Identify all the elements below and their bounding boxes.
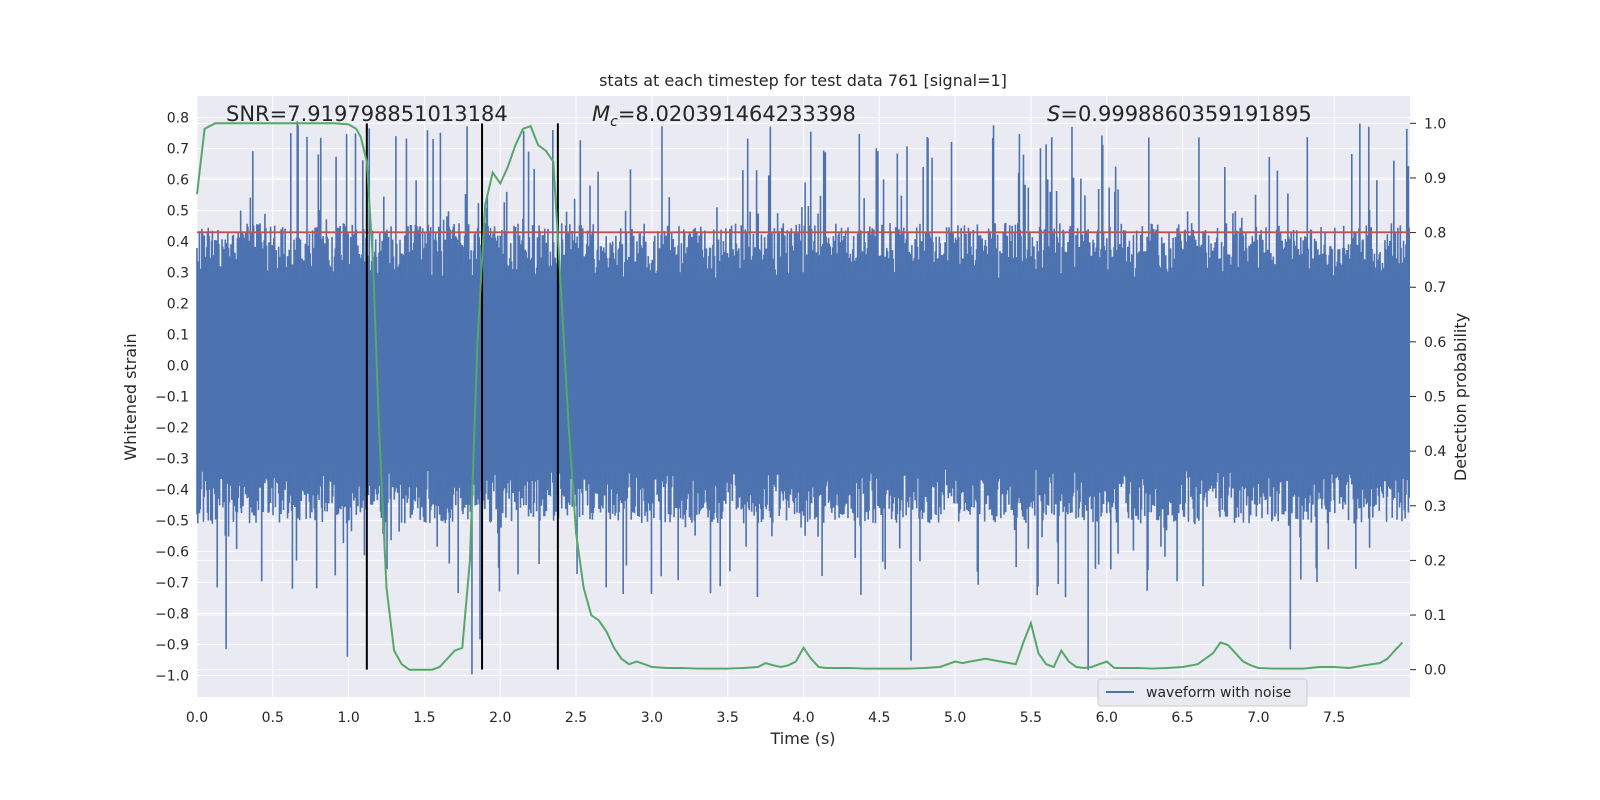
y-left-tick-label: −1.0 [155, 668, 189, 684]
y-right-tick-label: 0.0 [1424, 663, 1446, 679]
x-tick-label: 0.0 [186, 710, 208, 726]
y-left-tick-label: −0.4 [155, 482, 189, 498]
legend: waveform with noise [1097, 678, 1308, 707]
y-left-tick-label: 0.4 [167, 235, 189, 251]
waveform-series [196, 121, 1410, 675]
score-value: =0.9998860359191895 [1060, 102, 1311, 126]
y-left-tick-label: 0.7 [167, 142, 189, 158]
y-left-tick-label: −0.1 [155, 390, 189, 406]
y-right-tick-label: 0.5 [1424, 390, 1446, 406]
x-tick-label: 6.5 [1171, 710, 1193, 726]
event-markers [365, 123, 559, 670]
y-left-tick-label: −0.3 [155, 451, 189, 467]
y-right-tick-label: 0.4 [1424, 444, 1446, 460]
y-left-tick-label: −0.7 [155, 575, 189, 591]
y-right-tick-label: 0.1 [1424, 608, 1446, 624]
chirp-mass-subscript: c [610, 114, 618, 130]
y-left-tick-label: 0.8 [167, 111, 189, 127]
x-tick-label: 5.5 [1020, 710, 1042, 726]
x-tick-label: 5.0 [944, 710, 966, 726]
x-tick-label: 7.0 [1247, 710, 1269, 726]
x-tick-label: 7.5 [1323, 710, 1345, 726]
y-right-tick-label: 0.2 [1424, 553, 1446, 569]
y-right-axis-ticks: 1.0 0.9 0.8 0.7 0.6 0.5 0.4 0.3 0.2 0.1 0.0 [1410, 116, 1446, 679]
y-left-tick-label: −0.2 [155, 420, 189, 436]
y-left-tick-label: −0.8 [155, 606, 189, 622]
y-left-tick-label: 0.0 [167, 359, 189, 375]
legend-box [1097, 678, 1308, 707]
x-axis-label: Time (s) [769, 729, 835, 748]
y-right-axis-label: Detection probability [1451, 313, 1470, 481]
chirp-mass-annotation: Mc=8.020391464233398 [592, 102, 856, 130]
y-left-tick-label: 0.6 [167, 173, 189, 189]
chirp-mass-symbol: M [592, 102, 610, 126]
y-right-tick-label: 0.9 [1424, 171, 1446, 187]
detection-probability-line [196, 122, 1404, 671]
snr-annotation: SNR=7.919798851013184 [226, 102, 508, 126]
x-tick-label: 3.0 [641, 710, 663, 726]
y-left-tick-label: 0.1 [167, 328, 189, 344]
x-tick-label: 1.0 [337, 710, 359, 726]
x-tick-label: 2.5 [565, 710, 587, 726]
y-left-axis-label: Whitened strain [121, 333, 140, 460]
y-right-tick-label: 0.8 [1424, 226, 1446, 242]
detection-probability-series [196, 122, 1404, 671]
chart-title: stats at each timestep for test data 761… [599, 71, 1007, 90]
y-left-tick-label: 0.5 [167, 204, 189, 220]
x-tick-label: 0.5 [262, 710, 284, 726]
score-symbol: S [1047, 102, 1060, 126]
score-annotation: S=0.9998860359191895 [1047, 102, 1312, 126]
y-right-tick-label: 0.6 [1424, 335, 1446, 351]
x-tick-label: 4.5 [868, 710, 890, 726]
y-left-tick-label: −0.6 [155, 544, 189, 560]
y-right-tick-label: 0.7 [1424, 280, 1446, 296]
legend-label-waveform: waveform with noise [1146, 685, 1291, 701]
x-tick-label: 2.0 [489, 710, 511, 726]
waveform-trace [196, 121, 1410, 675]
x-axis-ticks: 0.0 0.5 1.0 1.5 2.0 2.5 3.0 3.5 4.0 4.5 5.0 5.5 6.0 6… [186, 710, 1345, 726]
x-tick-label: 1.5 [413, 710, 435, 726]
y-left-tick-label: 0.2 [167, 297, 189, 313]
y-left-axis-ticks: 0.8 0.7 0.6 0.5 0.4 0.3 0.2 0.1 0.0 −0.1 −0.2 −0.3 −… [155, 111, 189, 685]
y-right-tick-label: 0.3 [1424, 499, 1446, 515]
x-tick-label: 3.5 [717, 710, 739, 726]
y-left-tick-label: −0.5 [155, 513, 189, 529]
y-left-tick-label: −0.9 [155, 637, 189, 653]
chirp-mass-value: =8.020391464233398 [618, 102, 856, 126]
x-tick-label: 4.0 [792, 710, 814, 726]
y-right-tick-label: 1.0 [1424, 116, 1446, 132]
y-left-tick-label: 0.3 [167, 266, 189, 282]
x-tick-label: 6.0 [1096, 710, 1118, 726]
